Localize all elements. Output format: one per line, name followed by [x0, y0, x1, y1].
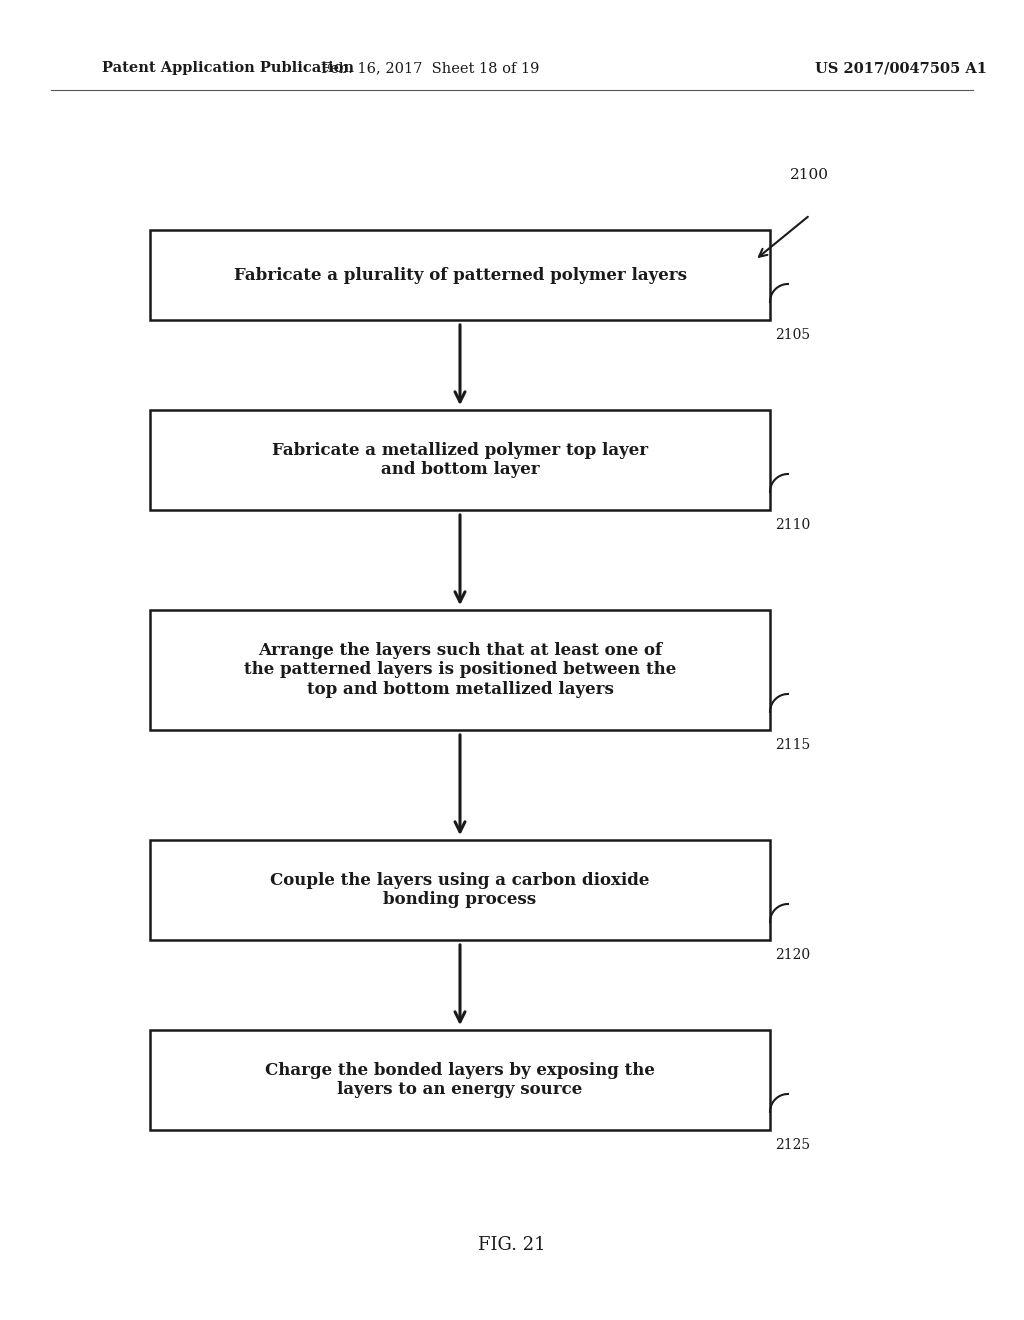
Text: 2105: 2105 — [775, 327, 810, 342]
Bar — [150, 610, 770, 730]
Text: Fabricate a plurality of patterned polymer layers: Fabricate a plurality of patterned polym… — [233, 267, 686, 284]
Text: Charge the bonded layers by exposing the
layers to an energy source: Charge the bonded layers by exposing the… — [265, 1061, 655, 1098]
Text: FIG. 21: FIG. 21 — [478, 1236, 546, 1254]
Bar — [150, 840, 770, 940]
Text: Fabricate a metallized polymer top layer
and bottom layer: Fabricate a metallized polymer top layer… — [272, 442, 648, 478]
Text: 2120: 2120 — [775, 948, 810, 962]
Text: US 2017/0047505 A1: US 2017/0047505 A1 — [815, 61, 987, 75]
Text: 2110: 2110 — [775, 517, 810, 532]
Bar — [150, 1030, 770, 1130]
Text: 2125: 2125 — [775, 1138, 810, 1152]
Text: Patent Application Publication: Patent Application Publication — [102, 61, 354, 75]
Text: Couple the layers using a carbon dioxide
bonding process: Couple the layers using a carbon dioxide… — [270, 871, 649, 908]
Text: 2115: 2115 — [775, 738, 810, 752]
Bar — [150, 411, 770, 510]
Text: Feb. 16, 2017  Sheet 18 of 19: Feb. 16, 2017 Sheet 18 of 19 — [321, 61, 540, 75]
Text: 2100: 2100 — [790, 168, 829, 182]
Text: Arrange the layers such that at least one of
the patterned layers is positioned : Arrange the layers such that at least on… — [244, 642, 676, 698]
Bar — [150, 230, 770, 319]
